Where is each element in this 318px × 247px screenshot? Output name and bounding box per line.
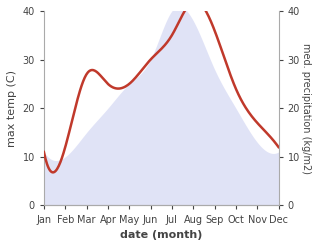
Y-axis label: med. precipitation (kg/m2): med. precipitation (kg/m2): [301, 43, 311, 174]
X-axis label: date (month): date (month): [120, 230, 203, 240]
Y-axis label: max temp (C): max temp (C): [7, 70, 17, 147]
